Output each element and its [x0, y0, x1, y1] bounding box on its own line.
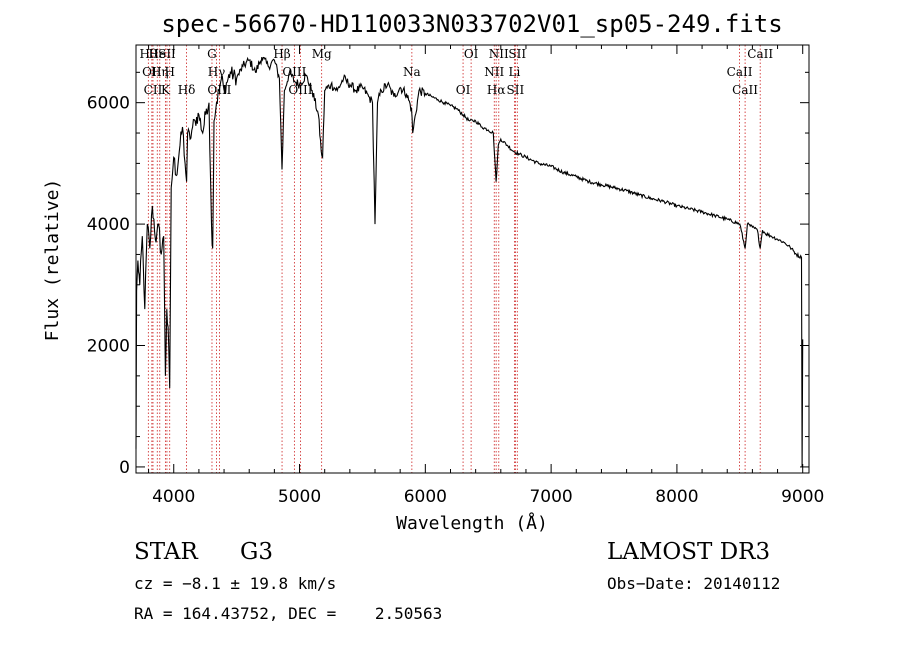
chart-title: spec-56670-HD110033N033702V01_sp05-249.f… — [161, 10, 782, 38]
line-marker-label: OI — [456, 83, 471, 97]
line-marker-label: OII — [142, 65, 162, 79]
line-marker-label: Hα — [487, 83, 506, 97]
line-marker-label: CII — [144, 83, 163, 97]
line-marker-label: SII — [507, 83, 525, 97]
line-marker-label: SII — [158, 47, 176, 61]
y-axis-ticks: 0 2000 4000 6000 — [87, 71, 809, 478]
x-tick-label: 4000 — [152, 487, 195, 507]
line-marker-label: SII — [508, 47, 526, 61]
redshift-velocity: cz = −8.1 ± 19.8 km/s — [134, 574, 337, 593]
observation-date: Obs−Date: 20140112 — [607, 574, 781, 593]
x-axis-label: Wavelength (Å) — [396, 512, 548, 534]
y-tick-label: 4000 — [87, 215, 130, 235]
line-marker-label: Hθ — [139, 47, 157, 61]
spectrum-line — [135, 56, 804, 467]
line-marker-label: Mg — [312, 47, 332, 61]
x-tick-label: 5000 — [278, 487, 321, 507]
survey-name: LAMOST DR3 — [607, 539, 771, 565]
line-marker-label: NII — [489, 47, 509, 61]
line-marker-label: Na — [403, 65, 421, 79]
plot-frame — [135, 44, 810, 474]
line-marker-label: K — [161, 83, 171, 97]
line-marker-label: H — [164, 65, 174, 79]
x-tick-label: 7000 — [529, 487, 572, 507]
object-class: STAR — [134, 539, 198, 565]
y-tick-label: 2000 — [87, 337, 130, 357]
line-marker-label: Hη — [151, 65, 169, 79]
line-marker-labels: HθOIICIIHeHηKSIIHHδGHγOIIIHβOIIIOIIIMgNa… — [139, 47, 773, 97]
coordinates: RA = 164.43752, DEC = 2.50563 — [134, 604, 443, 623]
line-marker-label: He — [148, 47, 166, 61]
object-subclass: G3 — [240, 539, 274, 565]
line-marker-label: Hγ — [208, 65, 226, 79]
line-marker-label: OI — [464, 47, 479, 61]
x-tick-label: 6000 — [404, 487, 447, 507]
line-marker-label: Hδ — [178, 83, 196, 97]
line-marker-label: CaII — [732, 83, 758, 97]
line-marker-label: CaII — [727, 65, 753, 79]
x-axis-ticks: 4000 5000 6000 7000 8000 9000 — [148, 45, 824, 507]
line-marker-label: OIII — [282, 65, 306, 79]
y-axis-label: Flux (relative) — [42, 179, 63, 342]
line-marker-label: CaII — [747, 47, 773, 61]
line-marker-label: Hβ — [273, 47, 290, 61]
line-marker-label: Li — [508, 65, 520, 79]
line-marker-label: OIII — [288, 83, 312, 97]
x-tick-label: 8000 — [655, 487, 698, 507]
y-tick-label: 6000 — [87, 94, 130, 114]
line-marker-label: G — [207, 47, 217, 61]
x-tick-label: 9000 — [781, 487, 824, 507]
y-tick-label: 0 — [119, 458, 130, 478]
line-marker-label: NII — [484, 65, 504, 79]
